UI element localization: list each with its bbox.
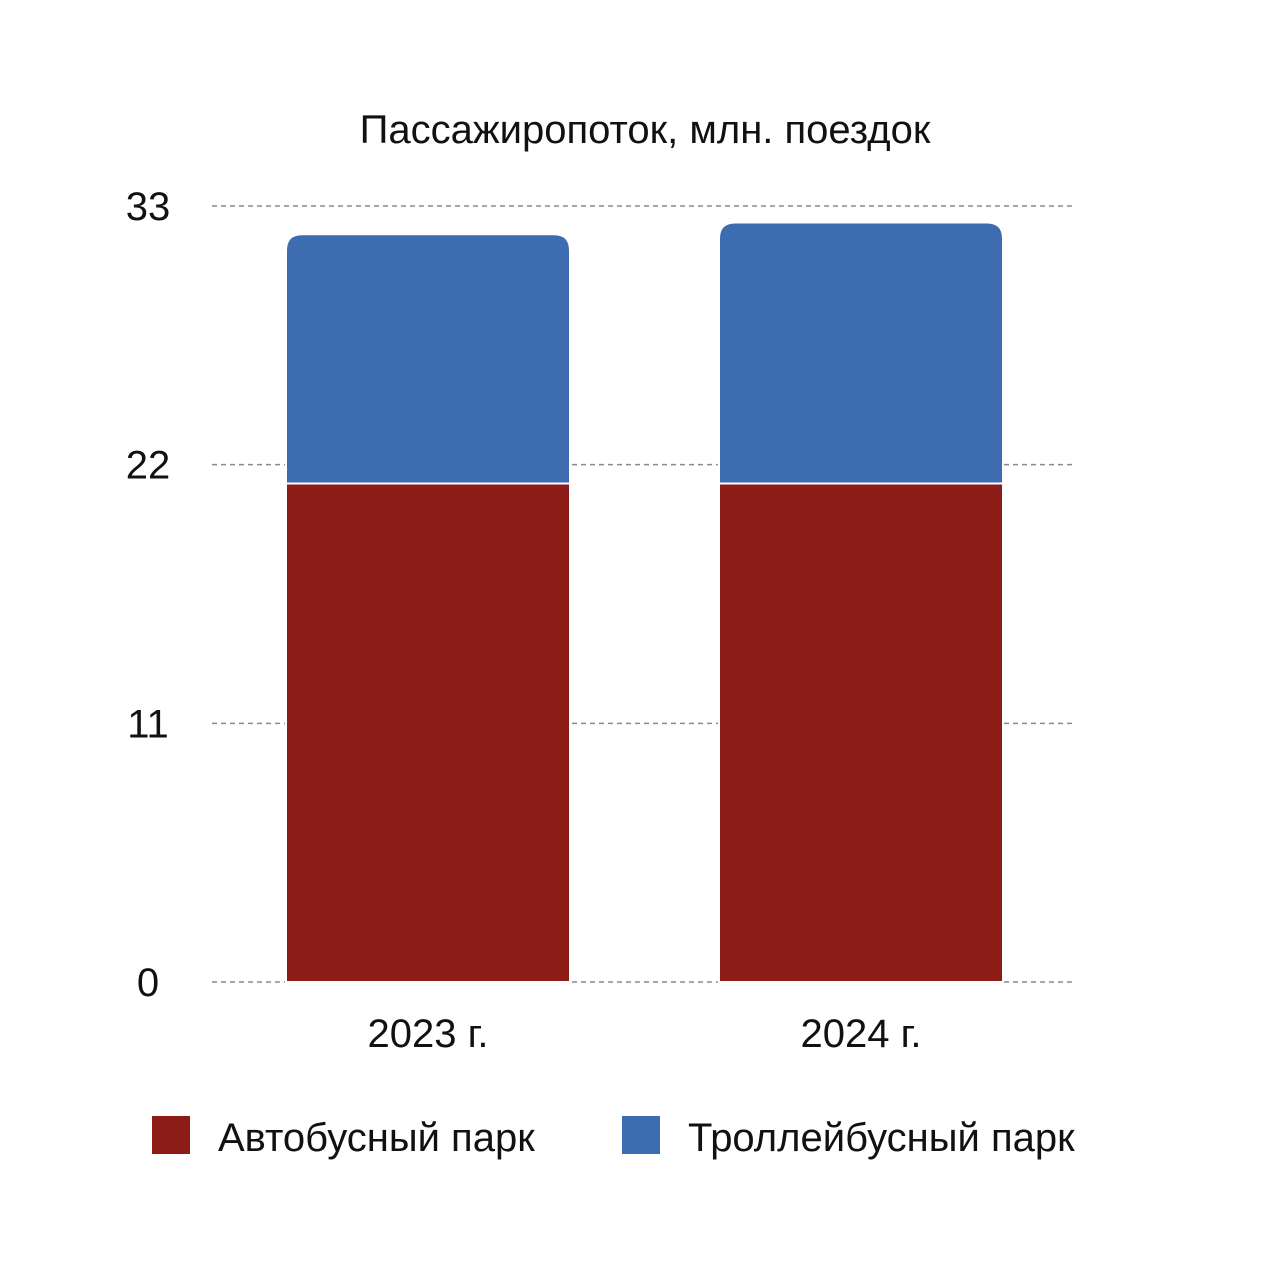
legend-label-0: Автобусный парк bbox=[218, 1116, 535, 1160]
x-category-label-1: 2024 г. bbox=[801, 1012, 922, 1056]
bar-bus-1 bbox=[718, 482, 1004, 983]
y-axis-ticks: 0 11 22 33 bbox=[126, 185, 171, 1005]
y-tick-label-0: 0 bbox=[137, 961, 159, 1005]
bar-bus-0 bbox=[285, 482, 571, 983]
legend-label-1: Троллейбусный парк bbox=[688, 1116, 1075, 1160]
y-tick-label-33: 33 bbox=[126, 185, 171, 229]
chart-title: Пассажиропоток, млн. поездок bbox=[360, 108, 931, 152]
legend-swatch-1 bbox=[622, 1116, 660, 1154]
bar-trolleybus-0 bbox=[285, 233, 571, 485]
legend-swatch-0 bbox=[152, 1116, 190, 1154]
x-axis-categories: 2023 г. 2024 г. bbox=[368, 1012, 922, 1056]
bar-trolleybus-1 bbox=[718, 221, 1004, 485]
x-category-label-0: 2023 г. bbox=[368, 1012, 489, 1056]
legend: Автобусный парк Троллейбусный парк bbox=[152, 1116, 1075, 1160]
bars bbox=[285, 221, 1004, 983]
y-tick-label-11: 11 bbox=[127, 702, 169, 746]
y-tick-label-22: 22 bbox=[126, 444, 171, 488]
